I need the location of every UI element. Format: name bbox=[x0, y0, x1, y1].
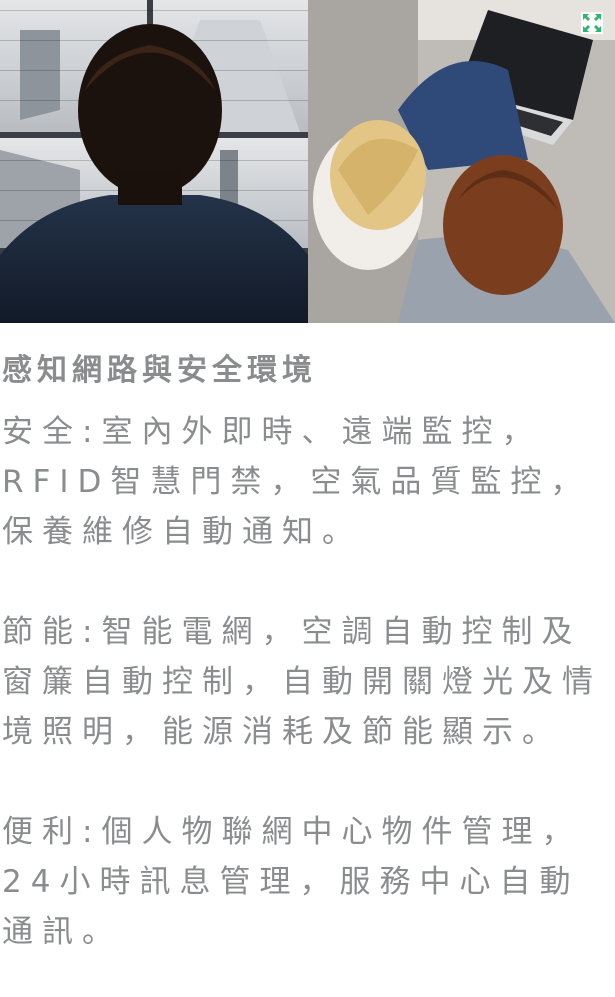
surveillance-photo bbox=[0, 0, 308, 323]
section-title: 感知網路與安全環境 bbox=[2, 353, 317, 388]
energy-paragraph: 節能:智能電網，空調自動控制及窗簾自動控制，自動開關燈光及情境照明，能源消耗及節… bbox=[2, 614, 602, 750]
paragraph-spacer bbox=[2, 757, 615, 807]
surveillance-illustration bbox=[0, 0, 308, 323]
hero-image bbox=[0, 0, 615, 323]
paragraph-spacer bbox=[2, 557, 615, 607]
feature-section: 感知網路與安全環境 安全:室內外即時、遠端監控，RFID智慧門禁，空氣品質監控，… bbox=[0, 353, 615, 957]
expand-arrows-icon[interactable] bbox=[581, 12, 603, 34]
convenience-paragraph: 便利:個人物聯網中心物件管理，24小時訊息管理，服務中心自動通訊。 bbox=[2, 814, 582, 950]
couple-photo bbox=[308, 0, 615, 323]
security-paragraph: 安全:室內外即時、遠端監控，RFID智慧門禁，空氣品質監控，保養維修自動通知。 bbox=[2, 414, 591, 550]
couple-illustration bbox=[308, 0, 615, 323]
